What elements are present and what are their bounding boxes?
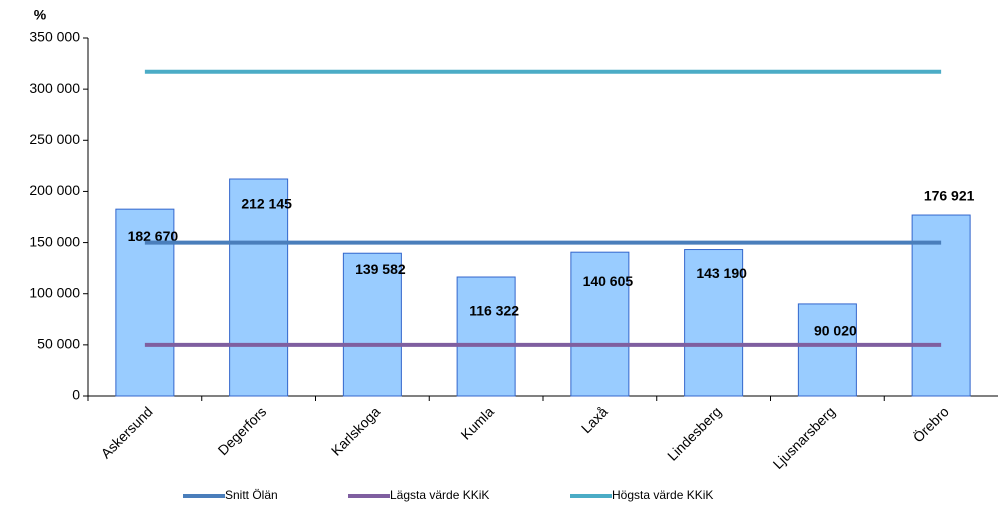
y-tick-label: 200 000 — [29, 182, 80, 198]
bar — [229, 178, 289, 397]
bar — [456, 276, 516, 397]
data-label: 140 605 — [583, 273, 634, 289]
data-label: 90 020 — [814, 323, 857, 339]
y-tick-label: 100 000 — [29, 284, 80, 300]
y-tick-label: 350 000 — [29, 29, 80, 45]
bar — [115, 208, 175, 397]
bar — [797, 303, 857, 397]
x-tick-label: Karlskoga — [328, 403, 383, 458]
bar — [684, 249, 744, 397]
bar — [342, 252, 402, 397]
bar — [570, 251, 630, 397]
x-tick-label: Laxå — [578, 403, 611, 436]
data-label: 176 921 — [924, 188, 975, 204]
data-label: 116 322 — [469, 303, 519, 319]
x-tick-label: Degerfors — [215, 403, 270, 458]
x-tick-label: Lindesberg — [664, 403, 724, 463]
y-tick-label: 50 000 — [37, 336, 80, 352]
x-tick-label: Kumla — [457, 403, 497, 443]
y-tick-label: 0 — [72, 387, 80, 403]
data-label: 143 190 — [696, 265, 747, 281]
data-label: 182 670 — [128, 228, 179, 244]
legend-label: Lägsta värde KKiK — [390, 488, 489, 502]
data-label: 139 582 — [355, 261, 406, 277]
x-tick-label: Ljusnarsberg — [770, 403, 839, 472]
legend-label: Högsta värde KKiK — [612, 488, 713, 502]
y-axis-title: % — [34, 7, 47, 23]
data-label: 212 145 — [241, 196, 292, 212]
x-tick-label: Askersund — [98, 403, 156, 461]
legend-label: Snitt Ölän — [225, 488, 278, 502]
y-tick-label: 300 000 — [29, 80, 80, 96]
x-tick-label: Örebro — [909, 403, 952, 446]
y-tick-label: 150 000 — [29, 233, 80, 249]
bar — [911, 214, 971, 397]
y-tick-label: 250 000 — [29, 131, 80, 147]
